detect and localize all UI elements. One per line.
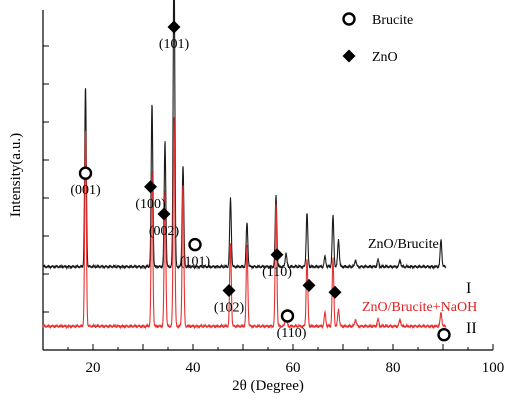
zno-marker xyxy=(222,284,236,297)
x-axis-title: 2θ (Degree) xyxy=(232,378,304,394)
peak-label: (110) xyxy=(262,265,292,280)
legend-brucite-label: Brucite xyxy=(372,13,413,28)
peak-label: (101) xyxy=(159,37,190,52)
peak-label: (002) xyxy=(149,224,180,239)
zno-marker xyxy=(144,180,157,194)
series-line-zno-brucite-naoh xyxy=(42,117,447,330)
y-axis-title: Intensity(a.u.) xyxy=(8,133,24,217)
legend-zno-marker xyxy=(342,49,356,63)
x-tick-label: 60 xyxy=(286,360,301,376)
brucite-marker xyxy=(188,237,202,252)
zno-marker xyxy=(270,248,284,262)
series-line-zno-brucite xyxy=(42,0,447,271)
series-roman-ii: II xyxy=(466,320,477,337)
brucite-marker xyxy=(280,309,295,323)
peak-label: (100) xyxy=(135,197,166,212)
zno-marker xyxy=(302,278,316,292)
peak-label: (101) xyxy=(180,255,211,270)
x-tick-label: 80 xyxy=(386,360,401,376)
peak-label: (110) xyxy=(277,326,307,341)
zno-marker xyxy=(167,20,181,34)
legend-brucite-marker xyxy=(342,12,356,26)
x-tick-label: 40 xyxy=(186,360,201,376)
legend-zno-label: ZnO xyxy=(372,50,398,65)
brucite-marker xyxy=(78,166,93,180)
series-label-zno-brucite: ZnO/Brucite xyxy=(368,237,439,252)
series-roman-i: I xyxy=(466,280,471,297)
x-tick-label: 100 xyxy=(482,360,505,376)
zno-marker xyxy=(157,207,171,221)
brucite-marker xyxy=(437,328,451,342)
peak-label: (102) xyxy=(214,301,245,316)
peak-label: (001) xyxy=(70,183,101,198)
series-label-zno-brucite-naoh: ZnO/Brucite+NaOH xyxy=(362,300,477,315)
x-tick-label: 20 xyxy=(86,360,101,376)
zno-marker xyxy=(328,285,342,299)
